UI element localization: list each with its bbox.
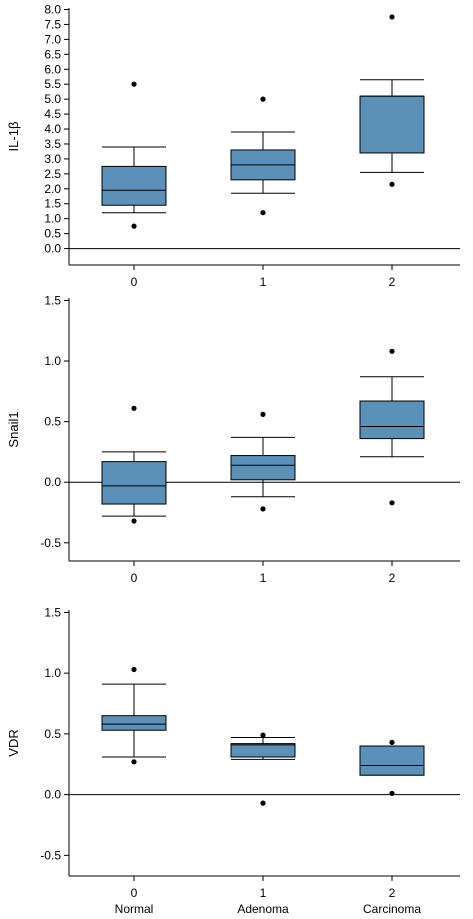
x-tick-label: 0 bbox=[131, 886, 138, 900]
y-tick-label: 0.5 bbox=[44, 227, 61, 241]
y-tick-label: 5.0 bbox=[44, 92, 61, 106]
outlier-point bbox=[131, 759, 137, 765]
y-axis-label: VDR bbox=[6, 729, 21, 756]
x-tick-label: 2 bbox=[389, 886, 396, 900]
iqr-box bbox=[359, 745, 425, 776]
y-axis-label: IL-1β bbox=[6, 122, 21, 152]
y-tick-label: 6.5 bbox=[44, 47, 61, 61]
y-tick-label: -0.5 bbox=[40, 848, 61, 862]
box-0 bbox=[101, 81, 167, 229]
y-tick-label: 7.5 bbox=[44, 17, 61, 31]
outlier-point bbox=[260, 96, 266, 102]
y-tick-label: 4.0 bbox=[44, 122, 61, 136]
outlier-point bbox=[131, 81, 137, 87]
y-tick-label: 7.0 bbox=[44, 32, 61, 46]
outlier-point bbox=[131, 405, 137, 411]
category-name-label: Adenoma bbox=[237, 902, 289, 916]
outlier-point bbox=[260, 732, 266, 738]
iqr-box bbox=[359, 95, 425, 154]
y-tick-label: 1.0 bbox=[44, 212, 61, 226]
outlier-point bbox=[260, 411, 266, 417]
box-0 bbox=[101, 405, 167, 524]
y-tick-label: 0.0 bbox=[44, 242, 61, 256]
y-tick-label: 1.0 bbox=[44, 666, 61, 680]
chart-panel-0: 0.00.51.01.52.02.53.03.54.04.55.05.56.06… bbox=[6, 2, 460, 289]
y-tick-label: 3.0 bbox=[44, 152, 61, 166]
outlier-point bbox=[389, 790, 395, 797]
outlier-point bbox=[389, 348, 395, 354]
outlier-point bbox=[389, 500, 395, 506]
iqr-box bbox=[359, 400, 425, 440]
chart-panel-2: -0.5 0.0 0.5 1.0 1.5 VDR 0 Normal 1 Adenoma 2 Carci… bbox=[6, 605, 460, 916]
x-tick-label: 1 bbox=[260, 886, 267, 900]
category-name-label: Normal bbox=[115, 902, 154, 916]
y-tick-label: 0.0 bbox=[44, 475, 61, 489]
iqr-box bbox=[101, 715, 167, 731]
outlier-point bbox=[260, 210, 266, 216]
iqr-box bbox=[101, 461, 167, 505]
y-tick-label: 8.0 bbox=[44, 2, 61, 16]
x-tick-label: 2 bbox=[389, 571, 396, 585]
outlier-point bbox=[131, 518, 137, 524]
box-0 bbox=[101, 666, 167, 765]
x-tick-label: 0 bbox=[131, 571, 138, 585]
outlier-point bbox=[389, 14, 395, 20]
y-tick-label: 6.0 bbox=[44, 62, 61, 76]
y-tick-label: 0.0 bbox=[44, 788, 61, 802]
outlier-point bbox=[260, 800, 266, 806]
x-tick-label: 1 bbox=[260, 275, 267, 289]
box-2 bbox=[359, 14, 425, 187]
y-tick-label: 4.5 bbox=[44, 107, 61, 121]
outlier-point bbox=[389, 739, 395, 745]
outlier-point bbox=[131, 666, 137, 673]
iqr-box bbox=[230, 743, 296, 758]
y-tick-label: 1.5 bbox=[44, 605, 61, 619]
y-tick-label: 1.0 bbox=[44, 354, 61, 368]
iqr-box bbox=[230, 455, 296, 481]
y-tick-label: 1.5 bbox=[44, 293, 61, 307]
category-name-label: Carcinoma bbox=[363, 902, 421, 916]
box-2 bbox=[359, 348, 425, 506]
x-tick-label: 2 bbox=[389, 275, 396, 289]
box-2 bbox=[359, 739, 425, 797]
x-tick-label: 1 bbox=[260, 571, 267, 585]
box-1 bbox=[230, 96, 296, 216]
y-tick-label: 3.5 bbox=[44, 137, 61, 151]
box-1 bbox=[230, 732, 296, 806]
y-tick-label: -0.5 bbox=[40, 536, 61, 550]
y-tick-label: 2.5 bbox=[44, 167, 61, 181]
outlier-point bbox=[131, 223, 137, 229]
y-axis-label: Snail1 bbox=[6, 411, 21, 447]
box-1 bbox=[230, 411, 296, 512]
iqr-box bbox=[101, 165, 167, 206]
chart-panel-1: -0.5 0.0 0.5 1.0 1.5 Snail1 0 1 2 bbox=[6, 293, 460, 585]
y-tick-label: 2.0 bbox=[44, 182, 61, 196]
y-tick-label: 5.5 bbox=[44, 77, 61, 91]
y-tick-label: 0.5 bbox=[44, 727, 61, 741]
outlier-point bbox=[389, 181, 395, 187]
y-tick-label: 1.5 bbox=[44, 197, 61, 211]
y-tick-label: 0.5 bbox=[44, 415, 61, 429]
x-tick-label: 0 bbox=[131, 275, 138, 289]
outlier-point bbox=[260, 506, 266, 512]
